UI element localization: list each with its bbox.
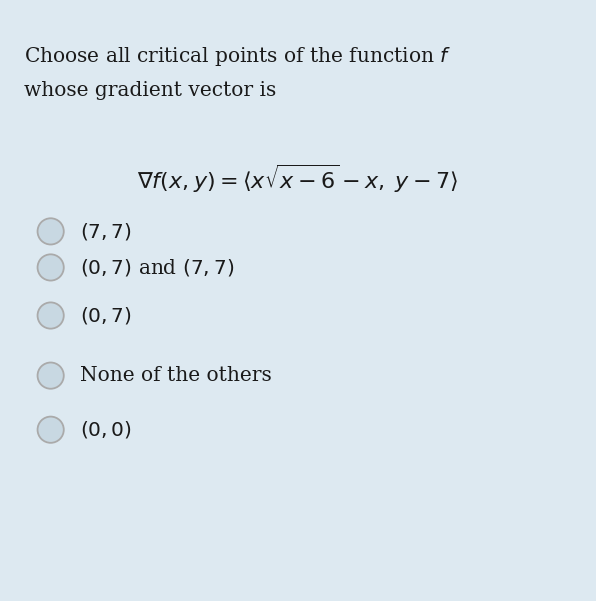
Ellipse shape (38, 218, 64, 245)
Text: None of the others: None of the others (80, 366, 272, 385)
Text: $(0, 7)$ and $(7, 7)$: $(0, 7)$ and $(7, 7)$ (80, 257, 235, 278)
Text: $(0, 7)$: $(0, 7)$ (80, 305, 132, 326)
Text: $\nabla f(x,y) = \langle x\sqrt{x-6} - x,\; y - 7\rangle$: $\nabla f(x,y) = \langle x\sqrt{x-6} - x… (137, 162, 459, 195)
Ellipse shape (38, 416, 64, 443)
Text: $(0, 0)$: $(0, 0)$ (80, 419, 132, 440)
Ellipse shape (38, 302, 64, 329)
Text: Choose all critical points of the function $f$: Choose all critical points of the functi… (24, 45, 451, 68)
Ellipse shape (38, 362, 64, 389)
Ellipse shape (38, 254, 64, 281)
Text: $(7, 7)$: $(7, 7)$ (80, 221, 132, 242)
Text: whose gradient vector is: whose gradient vector is (24, 81, 276, 100)
